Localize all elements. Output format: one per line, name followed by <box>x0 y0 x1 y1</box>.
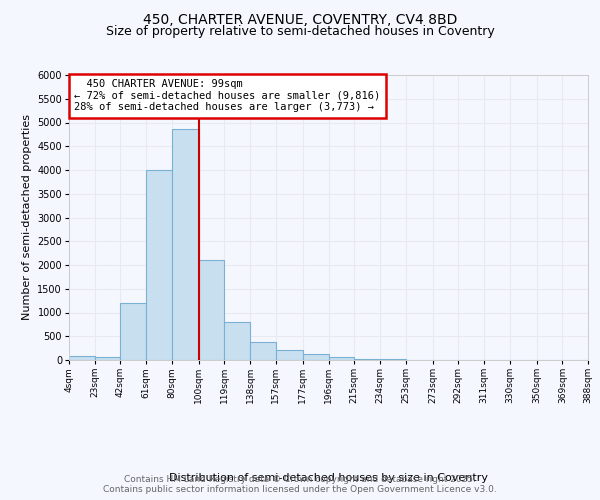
X-axis label: Distribution of semi-detached houses by size in Coventry: Distribution of semi-detached houses by … <box>169 473 488 483</box>
Text: Contains HM Land Registry data © Crown copyright and database right 2025.
Contai: Contains HM Land Registry data © Crown c… <box>103 474 497 494</box>
Text: 450 CHARTER AVENUE: 99sqm
← 72% of semi-detached houses are smaller (9,816)
28% : 450 CHARTER AVENUE: 99sqm ← 72% of semi-… <box>74 80 380 112</box>
Bar <box>199 260 224 360</box>
Bar <box>276 350 303 360</box>
Y-axis label: Number of semi-detached properties: Number of semi-detached properties <box>22 114 32 320</box>
Text: 450, CHARTER AVENUE, COVENTRY, CV4 8BD: 450, CHARTER AVENUE, COVENTRY, CV4 8BD <box>143 12 457 26</box>
Bar <box>303 354 329 360</box>
Bar <box>146 170 172 360</box>
Bar <box>250 342 276 360</box>
Bar <box>354 358 380 360</box>
Bar <box>69 356 95 360</box>
Bar <box>172 128 199 360</box>
Bar <box>224 322 250 360</box>
Text: Size of property relative to semi-detached houses in Coventry: Size of property relative to semi-detach… <box>106 25 494 38</box>
Bar <box>95 357 121 360</box>
Bar <box>329 357 354 360</box>
Bar <box>121 303 146 360</box>
